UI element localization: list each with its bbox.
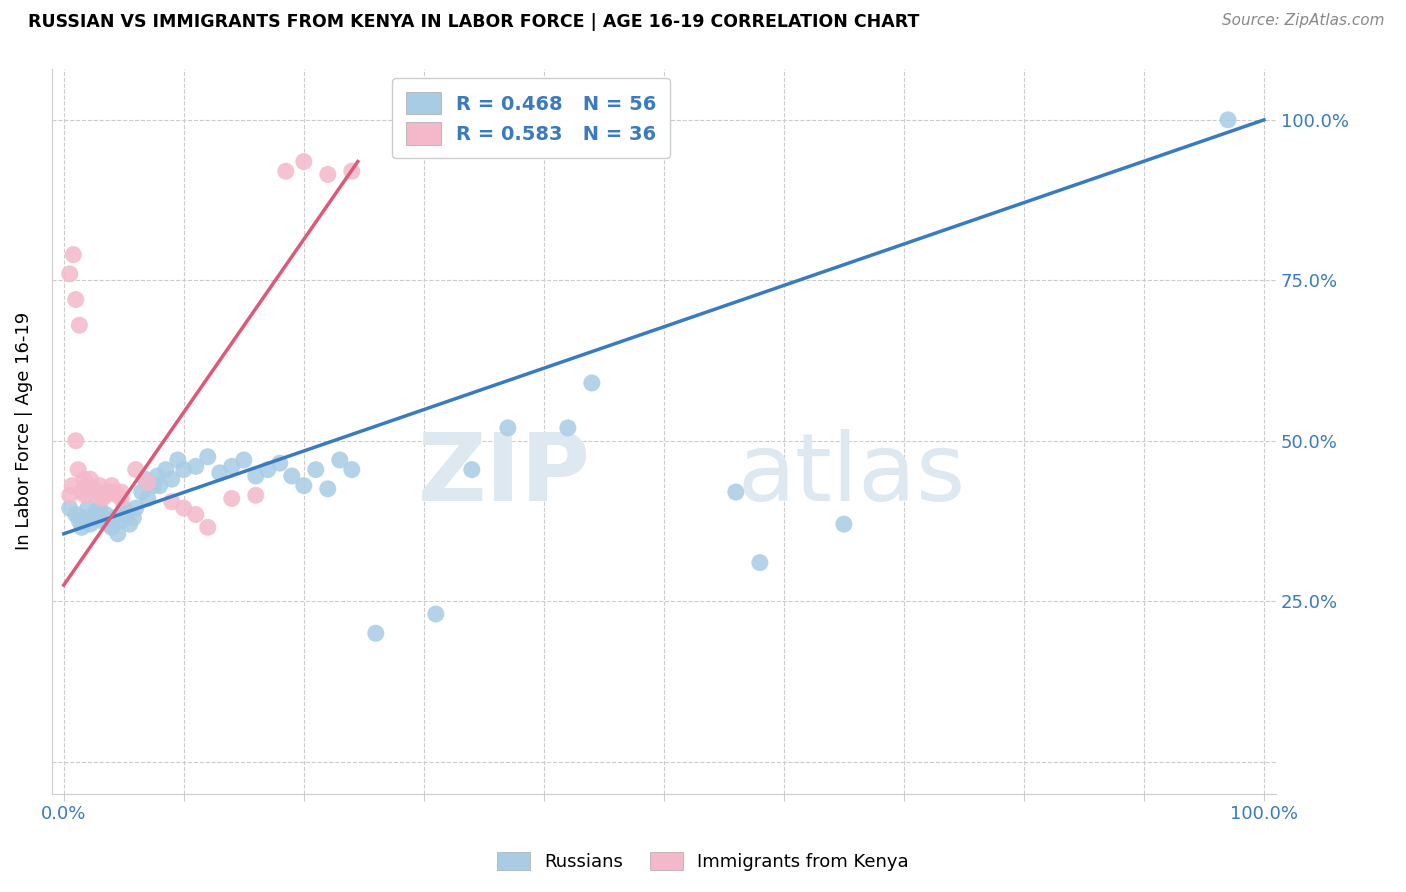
- Point: [75, 488, 97, 502]
- Point: [97, 485, 120, 500]
- Point: [160, 472, 183, 486]
- Point: [281, 469, 304, 483]
- Point: [197, 520, 219, 534]
- Point: [76, 478, 98, 492]
- Point: [832, 517, 855, 532]
- Point: [581, 376, 603, 390]
- Point: [136, 475, 159, 490]
- Point: [60, 478, 83, 492]
- Point: [118, 517, 141, 532]
- Point: [173, 462, 195, 476]
- Point: [103, 485, 125, 500]
- Point: [100, 520, 122, 534]
- Point: [269, 456, 291, 470]
- Legend: Russians, Immigrants from Kenya: Russians, Immigrants from Kenya: [491, 845, 915, 879]
- Point: [184, 508, 207, 522]
- Point: [232, 453, 254, 467]
- Point: [107, 488, 129, 502]
- Point: [70, 485, 93, 500]
- Point: [134, 472, 156, 486]
- Point: [748, 556, 770, 570]
- Point: [292, 154, 315, 169]
- Point: [340, 462, 363, 476]
- Point: [65, 293, 87, 307]
- Text: RUSSIAN VS IMMIGRANTS FROM KENYA IN LABOR FORCE | AGE 16-19 CORRELATION CHART: RUSSIAN VS IMMIGRANTS FROM KENYA IN LABO…: [28, 13, 920, 31]
- Point: [155, 462, 177, 476]
- Point: [62, 247, 84, 261]
- Point: [91, 491, 114, 506]
- Point: [100, 478, 122, 492]
- Point: [305, 462, 328, 476]
- Point: [364, 626, 387, 640]
- Point: [425, 607, 447, 621]
- Point: [1216, 112, 1239, 127]
- Point: [245, 469, 267, 483]
- Point: [197, 450, 219, 464]
- Point: [557, 421, 579, 435]
- Point: [70, 520, 93, 534]
- Point: [75, 510, 97, 524]
- Point: [84, 504, 107, 518]
- Point: [115, 508, 138, 522]
- Point: [110, 485, 132, 500]
- Point: [89, 478, 111, 492]
- Point: [173, 501, 195, 516]
- Point: [142, 478, 165, 492]
- Point: [76, 501, 98, 516]
- Point: [245, 488, 267, 502]
- Point: [461, 462, 484, 476]
- Point: [94, 488, 117, 502]
- Legend: R = 0.468   N = 56, R = 0.583   N = 36: R = 0.468 N = 56, R = 0.583 N = 36: [392, 78, 671, 158]
- Point: [110, 491, 132, 506]
- Point: [67, 514, 90, 528]
- Y-axis label: In Labor Force | Age 16-19: In Labor Force | Age 16-19: [15, 312, 32, 550]
- Point: [67, 462, 90, 476]
- Point: [221, 459, 243, 474]
- Point: [340, 164, 363, 178]
- Point: [316, 168, 339, 182]
- Point: [59, 501, 82, 516]
- Point: [208, 466, 231, 480]
- Point: [79, 517, 101, 532]
- Point: [97, 517, 120, 532]
- Point: [94, 508, 117, 522]
- Point: [59, 267, 82, 281]
- Point: [724, 485, 747, 500]
- Text: Source: ZipAtlas.com: Source: ZipAtlas.com: [1222, 13, 1385, 29]
- Point: [274, 164, 297, 178]
- Point: [65, 508, 87, 522]
- Point: [256, 462, 278, 476]
- Point: [160, 494, 183, 508]
- Point: [103, 510, 125, 524]
- Point: [316, 482, 339, 496]
- Point: [184, 459, 207, 474]
- Point: [79, 472, 101, 486]
- Point: [496, 421, 519, 435]
- Point: [84, 488, 107, 502]
- Point: [89, 501, 111, 516]
- Point: [83, 510, 105, 524]
- Point: [146, 469, 169, 483]
- Point: [112, 501, 135, 516]
- Point: [125, 462, 148, 476]
- Text: ZIP: ZIP: [418, 429, 591, 521]
- Point: [83, 482, 105, 496]
- Point: [329, 453, 352, 467]
- Point: [122, 510, 145, 524]
- Point: [91, 514, 114, 528]
- Text: atlas: atlas: [737, 429, 966, 521]
- Point: [149, 478, 172, 492]
- Point: [107, 526, 129, 541]
- Point: [136, 491, 159, 506]
- Point: [131, 485, 153, 500]
- Point: [73, 472, 96, 486]
- Point: [110, 514, 132, 528]
- Point: [65, 434, 87, 448]
- Point: [166, 453, 188, 467]
- Point: [67, 318, 90, 333]
- Point: [292, 478, 315, 492]
- Point: [59, 488, 82, 502]
- Point: [125, 501, 148, 516]
- Point: [221, 491, 243, 506]
